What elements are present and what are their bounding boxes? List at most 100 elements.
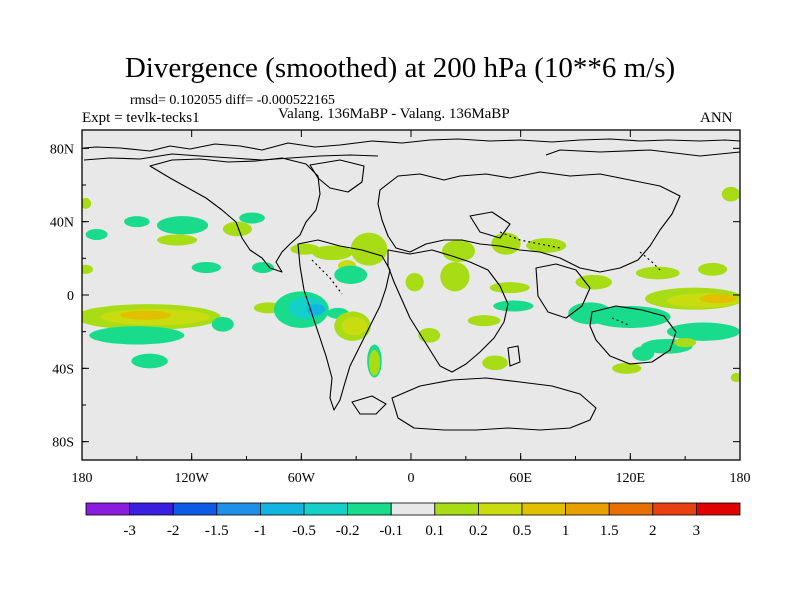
y-tick-label: 0 bbox=[67, 289, 74, 304]
contour-region bbox=[156, 234, 198, 246]
colorbar-swatch bbox=[521, 502, 566, 516]
contour-fill-layer bbox=[82, 186, 740, 383]
chart-title: Divergence (smoothed) at 200 hPa (10**6 … bbox=[124, 52, 676, 84]
contour-region bbox=[635, 266, 680, 280]
colorbar-swatch bbox=[172, 502, 218, 516]
contour-region bbox=[239, 212, 265, 224]
coastline-madagascar bbox=[507, 345, 521, 367]
coastline-australia bbox=[589, 305, 677, 365]
coastline-arctic bbox=[83, 138, 740, 152]
contour-region bbox=[489, 282, 530, 294]
contour-region bbox=[493, 300, 534, 312]
colorbar: -3 -2 -1.5 -1 -0.5 -0.2 -0.1 0.1 0.2 0.5 1 1.5 2 3 bbox=[85, 502, 741, 539]
colorbar-swatch bbox=[259, 502, 305, 516]
x-tick-label: 180 bbox=[72, 471, 93, 486]
colorbar-label: -1.5 bbox=[205, 523, 229, 539]
colorbar-label: -2 bbox=[167, 523, 180, 539]
contour-region bbox=[251, 262, 274, 273]
coastline-eurasia bbox=[377, 171, 681, 273]
contour-region bbox=[721, 186, 740, 202]
contour-region bbox=[666, 322, 740, 341]
contour-region bbox=[699, 294, 737, 304]
experiment-label: Expt = tevlk-tecks1 bbox=[82, 110, 200, 126]
colorbar-swatch bbox=[347, 502, 392, 516]
coastline-arabian bbox=[469, 211, 511, 239]
contour-region bbox=[418, 328, 441, 343]
colorbar-swatch bbox=[696, 502, 741, 516]
colorbar-swatch bbox=[216, 502, 261, 516]
contour-region bbox=[612, 362, 642, 374]
contour-region bbox=[334, 265, 368, 285]
y-tick-label: 40S bbox=[52, 362, 74, 377]
contour-region bbox=[222, 221, 252, 237]
contour-region bbox=[120, 310, 172, 320]
coastline-island-chain-3 bbox=[639, 251, 663, 273]
contour-region bbox=[526, 238, 567, 253]
colorbar-label: -1 bbox=[254, 523, 267, 539]
x-tick-label: 60W bbox=[288, 471, 316, 486]
contour-region bbox=[368, 350, 380, 376]
contour-region bbox=[442, 240, 475, 262]
colorbar-label: -0.2 bbox=[336, 523, 360, 539]
coastline-arctic-2 bbox=[83, 153, 379, 161]
contour-region bbox=[211, 317, 234, 332]
colorbar-label: 0.5 bbox=[513, 523, 532, 539]
colorbar-swatch bbox=[477, 502, 523, 516]
coastline-island-chain bbox=[311, 259, 343, 295]
contour-region bbox=[350, 232, 388, 266]
colorbar-swatch bbox=[608, 502, 654, 516]
case-label: Valang. 136MaBP - Valang. 136MaBP bbox=[278, 106, 510, 122]
contour-region bbox=[632, 346, 655, 361]
contour-region bbox=[405, 273, 424, 292]
x-tick-label: 60E bbox=[509, 471, 532, 486]
contour-region bbox=[82, 197, 92, 209]
season-label: ANN bbox=[700, 110, 733, 126]
colorbar-label: 1 bbox=[562, 523, 570, 539]
colorbar-swatch bbox=[85, 502, 130, 516]
colorbar-swatch bbox=[390, 502, 436, 516]
coastline-antarctic-peninsula bbox=[351, 395, 387, 415]
colorbar-swatch bbox=[303, 502, 348, 516]
map-background bbox=[82, 130, 740, 460]
x-tick-label: 120E bbox=[616, 471, 646, 486]
coastline-island-chain-2 bbox=[499, 231, 561, 249]
contour-region bbox=[482, 355, 508, 371]
colorbar-label: 0.2 bbox=[469, 523, 488, 539]
coastline-africa bbox=[387, 249, 509, 373]
colorbar-swatch bbox=[129, 502, 174, 516]
contour-region bbox=[124, 216, 150, 228]
y-tick-label: 40N bbox=[50, 216, 74, 231]
coastline-island-chain-4 bbox=[611, 317, 631, 327]
colorbar-swatch bbox=[434, 502, 479, 516]
colorbar-label: 0.1 bbox=[425, 523, 444, 539]
coastline-arctic-3 bbox=[545, 149, 740, 157]
contour-region bbox=[440, 262, 470, 292]
colorbar-label: -3 bbox=[123, 523, 136, 539]
contour-region bbox=[674, 338, 697, 348]
x-tick-label: 180 bbox=[730, 471, 751, 486]
contour-region bbox=[467, 315, 501, 327]
contour-region bbox=[341, 317, 368, 336]
colorbar-label: 1.5 bbox=[600, 523, 619, 539]
contour-region bbox=[312, 245, 353, 261]
colorbar-label: 3 bbox=[693, 523, 701, 539]
colorbar-label: -0.1 bbox=[379, 523, 403, 539]
coastline-greenland bbox=[309, 159, 365, 193]
contour-region bbox=[697, 262, 728, 276]
contour-region bbox=[590, 306, 671, 328]
contour-region bbox=[82, 264, 93, 274]
y-tick-label: 80N bbox=[50, 142, 74, 157]
rmsd-diff-label: rmsd= 0.102055 diff= -0.000522165 bbox=[130, 93, 335, 108]
contour-region bbox=[191, 262, 221, 273]
contour-region bbox=[131, 353, 168, 369]
colorbar-swatch bbox=[652, 502, 697, 516]
contour-region bbox=[730, 372, 740, 383]
colorbar-label: -0.5 bbox=[292, 523, 316, 539]
coastline-layer bbox=[83, 138, 740, 431]
axes-layer: 180 120W 60W 0 60E 120E 180 80N 40N 0 40S 80S bbox=[50, 130, 751, 486]
x-tick-label: 0 bbox=[408, 471, 415, 486]
coastline-antarctica bbox=[391, 377, 597, 431]
y-tick-label: 80S bbox=[52, 436, 74, 451]
colorbar-label: 2 bbox=[649, 523, 657, 539]
contour-region bbox=[491, 232, 521, 255]
